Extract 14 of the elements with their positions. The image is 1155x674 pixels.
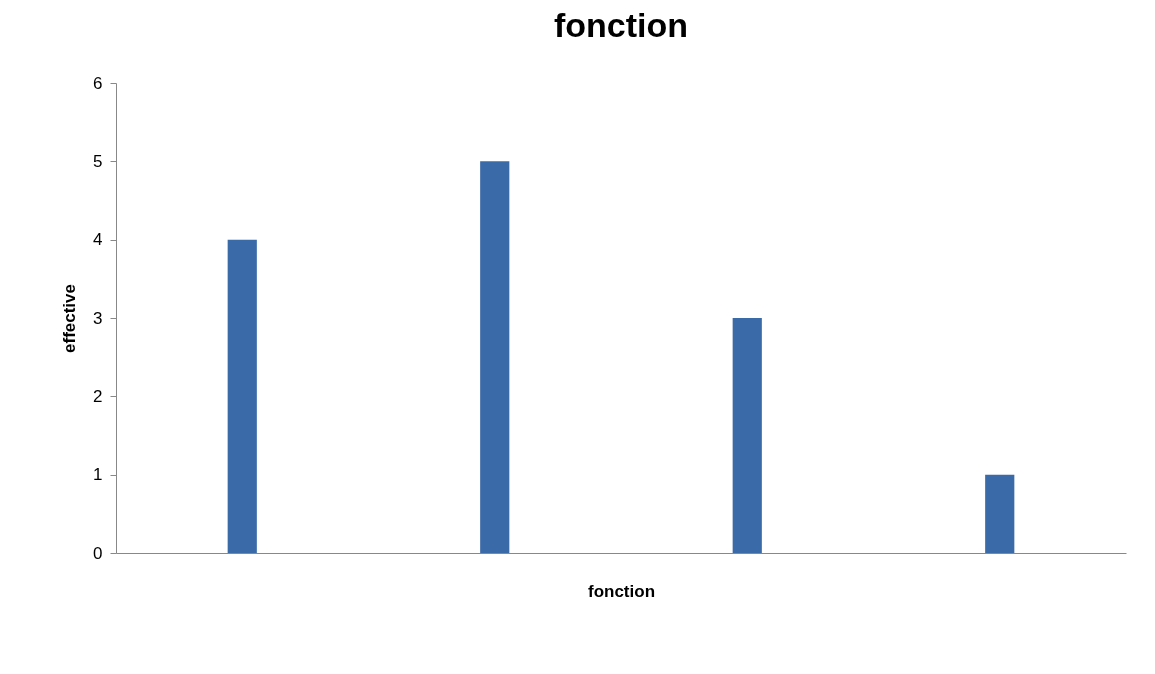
- bar: [227, 239, 257, 553]
- bar: [732, 318, 762, 553]
- y-tick-label: 1: [93, 465, 103, 485]
- y-tick-label: 5: [93, 151, 103, 171]
- y-tick-label: 0: [93, 543, 103, 563]
- y-tick-label: 3: [93, 308, 103, 328]
- bar: [480, 161, 510, 553]
- x-axis-title: fonction: [587, 581, 656, 601]
- y-tick-label: 6: [93, 73, 103, 93]
- chart-title: fonction: [553, 6, 689, 44]
- bar: [985, 474, 1015, 553]
- y-tick-label: 2: [93, 386, 103, 406]
- y-tick-label: 4: [93, 230, 103, 250]
- y-axis-title: effective: [60, 284, 80, 353]
